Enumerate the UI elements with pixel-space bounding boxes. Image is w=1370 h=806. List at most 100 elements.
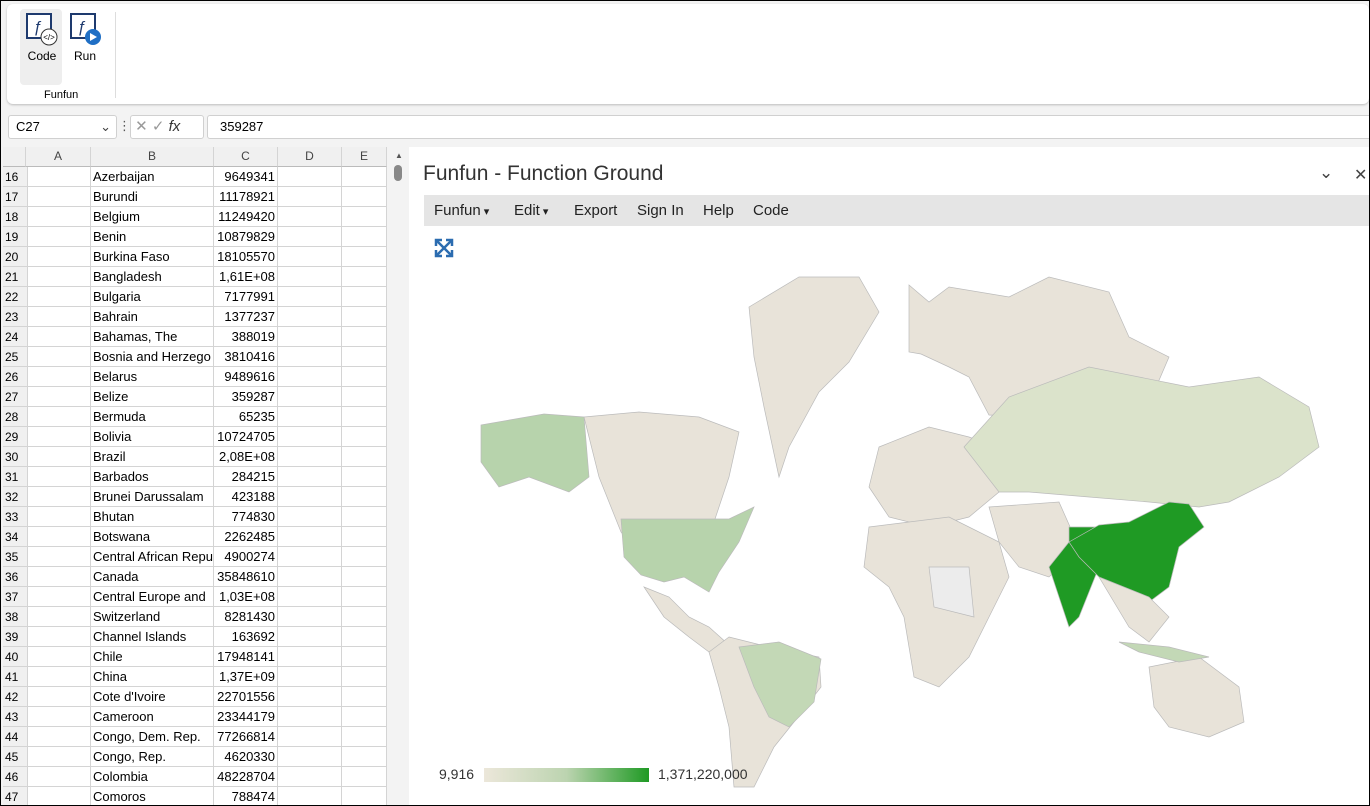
cell[interactable] bbox=[278, 187, 342, 207]
cell[interactable]: Burkina Faso bbox=[91, 247, 214, 267]
cell[interactable] bbox=[342, 567, 387, 587]
cell[interactable]: 774830 bbox=[214, 507, 278, 527]
cell[interactable] bbox=[26, 207, 91, 227]
cell[interactable]: Belarus bbox=[91, 367, 214, 387]
cell[interactable]: 9489616 bbox=[214, 367, 278, 387]
cell[interactable]: Bermuda bbox=[91, 407, 214, 427]
cell[interactable]: 7177991 bbox=[214, 287, 278, 307]
cell[interactable] bbox=[342, 247, 387, 267]
cell[interactable]: 9649341 bbox=[214, 167, 278, 187]
cell[interactable] bbox=[278, 287, 342, 307]
cell[interactable]: Bosnia and Herzego bbox=[91, 347, 214, 367]
cell[interactable] bbox=[342, 227, 387, 247]
cell[interactable]: 163692 bbox=[214, 627, 278, 647]
cell[interactable] bbox=[342, 747, 387, 767]
cell[interactable] bbox=[26, 527, 91, 547]
cell[interactable] bbox=[278, 607, 342, 627]
cell[interactable] bbox=[278, 527, 342, 547]
name-box[interactable]: C27 ⌄ bbox=[8, 115, 117, 139]
cell[interactable]: 1,03E+08 bbox=[214, 587, 278, 607]
cell[interactable] bbox=[26, 407, 91, 427]
cell[interactable] bbox=[278, 627, 342, 647]
cell[interactable]: Bhutan bbox=[91, 507, 214, 527]
cell[interactable] bbox=[278, 647, 342, 667]
cell[interactable] bbox=[26, 667, 91, 687]
cell[interactable]: Brazil bbox=[91, 447, 214, 467]
cell[interactable] bbox=[278, 707, 342, 727]
cell[interactable]: Congo, Dem. Rep. bbox=[91, 727, 214, 747]
cell[interactable] bbox=[278, 247, 342, 267]
expand-icon[interactable] bbox=[433, 237, 455, 259]
cell[interactable] bbox=[26, 487, 91, 507]
cell[interactable] bbox=[342, 527, 387, 547]
cell[interactable]: 65235 bbox=[214, 407, 278, 427]
cell[interactable] bbox=[278, 367, 342, 387]
cell[interactable] bbox=[342, 367, 387, 387]
cell[interactable]: Belgium bbox=[91, 207, 214, 227]
panel-collapse[interactable]: ⌄ bbox=[1319, 163, 1334, 182]
cell[interactable] bbox=[342, 327, 387, 347]
cell[interactable] bbox=[342, 447, 387, 467]
cell[interactable] bbox=[26, 367, 91, 387]
cell[interactable] bbox=[342, 307, 387, 327]
cell[interactable]: Congo, Rep. bbox=[91, 747, 214, 767]
cell[interactable] bbox=[278, 447, 342, 467]
cell[interactable] bbox=[342, 767, 387, 787]
cell[interactable]: Bulgaria bbox=[91, 287, 214, 307]
menu-item[interactable]: Code bbox=[753, 202, 789, 219]
cell[interactable]: 3810416 bbox=[214, 347, 278, 367]
cell[interactable] bbox=[26, 547, 91, 567]
cell[interactable] bbox=[26, 587, 91, 607]
cell[interactable] bbox=[342, 187, 387, 207]
cell[interactable] bbox=[278, 747, 342, 767]
cell[interactable] bbox=[342, 687, 387, 707]
cell[interactable] bbox=[26, 507, 91, 527]
cell[interactable] bbox=[342, 787, 387, 805]
cell[interactable]: Belize bbox=[91, 387, 214, 407]
cell[interactable]: 22701556 bbox=[214, 687, 278, 707]
cell[interactable] bbox=[26, 267, 91, 287]
cell[interactable]: 284215 bbox=[214, 467, 278, 487]
cell[interactable] bbox=[342, 727, 387, 747]
cell[interactable] bbox=[342, 387, 387, 407]
cell[interactable] bbox=[278, 427, 342, 447]
cell[interactable] bbox=[278, 567, 342, 587]
cell[interactable]: 10724705 bbox=[214, 427, 278, 447]
cell[interactable] bbox=[26, 347, 91, 367]
cell[interactable]: Barbados bbox=[91, 467, 214, 487]
cell[interactable]: Burundi bbox=[91, 187, 214, 207]
cell[interactable] bbox=[278, 207, 342, 227]
cell[interactable]: Azerbaijan bbox=[91, 167, 214, 187]
cell[interactable] bbox=[26, 707, 91, 727]
cell[interactable] bbox=[342, 607, 387, 627]
cell[interactable]: Canada bbox=[91, 567, 214, 587]
cell[interactable] bbox=[26, 787, 91, 805]
cell[interactable]: 23344179 bbox=[214, 707, 278, 727]
cell[interactable] bbox=[342, 507, 387, 527]
menu-item[interactable]: Funfun ▾ bbox=[434, 202, 490, 219]
cell[interactable] bbox=[342, 427, 387, 447]
cell[interactable]: Bolivia bbox=[91, 427, 214, 447]
cell[interactable]: Bangladesh bbox=[91, 267, 214, 287]
cell[interactable] bbox=[26, 607, 91, 627]
cell[interactable]: Central Europe and bbox=[91, 587, 214, 607]
cell[interactable]: 11249420 bbox=[214, 207, 278, 227]
cell[interactable] bbox=[26, 227, 91, 247]
cell[interactable] bbox=[342, 207, 387, 227]
cell[interactable]: Bahamas, The bbox=[91, 327, 214, 347]
cell[interactable]: China bbox=[91, 667, 214, 687]
cell[interactable] bbox=[278, 487, 342, 507]
cell[interactable]: 8281430 bbox=[214, 607, 278, 627]
cell[interactable] bbox=[278, 507, 342, 527]
cell[interactable] bbox=[26, 747, 91, 767]
formula-input[interactable]: 359287 bbox=[207, 115, 1369, 139]
cell[interactable]: 11178921 bbox=[214, 187, 278, 207]
menu-item[interactable]: Edit ▾ bbox=[514, 202, 549, 219]
cell[interactable] bbox=[26, 307, 91, 327]
cell[interactable]: 423188 bbox=[214, 487, 278, 507]
cell[interactable]: 48228704 bbox=[214, 767, 278, 787]
cell[interactable] bbox=[342, 467, 387, 487]
cell[interactable]: 1,61E+08 bbox=[214, 267, 278, 287]
scrollbar[interactable]: ▲ bbox=[389, 147, 407, 805]
cell[interactable]: Benin bbox=[91, 227, 214, 247]
